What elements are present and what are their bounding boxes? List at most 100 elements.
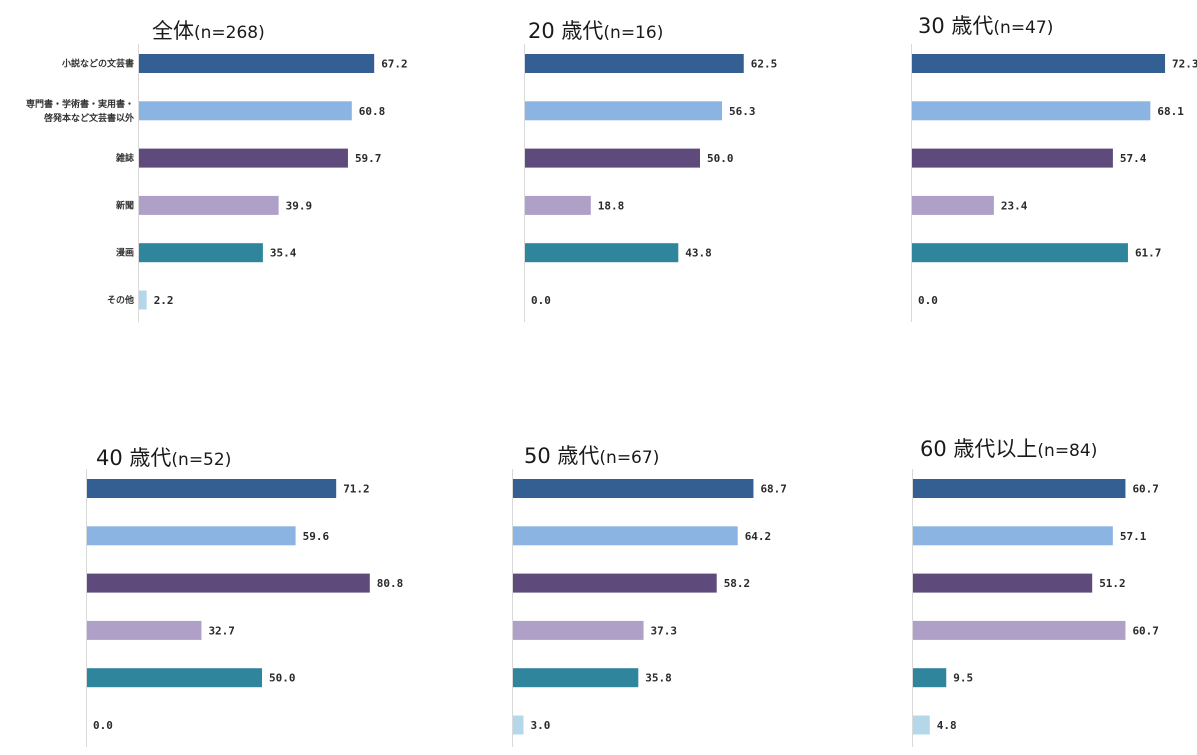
- bar-5-0: [913, 479, 1125, 498]
- panel-title-main-5: 60 歳代以上: [920, 437, 1037, 461]
- value-label-3-0: 71.2: [343, 483, 370, 496]
- category-label-3: 新聞: [116, 199, 134, 211]
- value-label-2-2: 57.4: [1120, 152, 1147, 165]
- value-label-0-5: 2.2: [154, 294, 174, 307]
- bar-3-1: [87, 526, 296, 545]
- value-label-1-1: 56.3: [729, 105, 756, 118]
- bar-2-2: [912, 149, 1113, 168]
- panel-title-5: 60 歳代以上(n=84): [920, 437, 1097, 461]
- bar-0-4: [139, 243, 263, 262]
- value-label-1-3: 18.8: [598, 199, 625, 212]
- bar-5-5: [913, 716, 930, 735]
- bar-2-4: [912, 243, 1128, 262]
- category-label-2: 雑誌: [115, 152, 134, 164]
- value-label-3-5: 0.0: [93, 719, 113, 732]
- bar-5-2: [913, 574, 1092, 593]
- bar-0-2: [139, 149, 348, 168]
- panel-title-2: 30 歳代(n=47): [918, 14, 1053, 38]
- panel-0: 全体(n=268) 67.2 60.8 59.7 39.9 35.4 2.2 小説などの文芸書…: [26, 19, 408, 322]
- bar-1-2: [525, 149, 700, 168]
- value-label-2-4: 61.7: [1135, 247, 1162, 260]
- value-label-5-4: 9.5: [953, 672, 973, 685]
- value-label-5-2: 51.2: [1099, 577, 1126, 590]
- value-label-3-3: 32.7: [208, 624, 235, 637]
- bar-1-0: [525, 54, 744, 73]
- bar-4-2: [513, 574, 717, 593]
- value-label-4-3: 37.3: [651, 624, 678, 637]
- value-label-1-4: 43.8: [685, 247, 712, 260]
- bar-3-0: [87, 479, 336, 498]
- value-label-4-2: 58.2: [724, 577, 751, 590]
- panel-2: 30 歳代(n=47) 72.3 68.1 57.4 23.4 61.7 0.0: [912, 14, 1197, 322]
- value-label-4-0: 68.7: [760, 483, 787, 496]
- category-label-line-2-0: 雑誌: [115, 152, 134, 164]
- value-label-4-5: 3.0: [531, 719, 551, 732]
- panel-title-3: 40 歳代(n=52): [96, 446, 231, 470]
- value-label-5-1: 57.1: [1120, 530, 1147, 543]
- bar-3-2: [87, 574, 370, 593]
- value-label-5-3: 60.7: [1132, 624, 1159, 637]
- value-label-3-1: 59.6: [303, 530, 330, 543]
- panel-title-main-2: 30 歳代: [918, 14, 993, 38]
- category-label-line-5-0: その他: [107, 294, 134, 306]
- panel-title-main-4: 50 歳代: [524, 444, 599, 468]
- bar-1-3: [525, 196, 591, 215]
- category-label-0: 小説などの文芸書: [61, 58, 134, 70]
- bar-3-4: [87, 668, 262, 687]
- category-label-line-0-0: 小説などの文芸書: [61, 58, 134, 70]
- bar-1-4: [525, 243, 678, 262]
- panel-title-main-1: 20 歳代: [528, 19, 603, 43]
- bar-0-5: [139, 291, 147, 310]
- value-label-3-2: 80.8: [377, 577, 404, 590]
- category-label-line-4-0: 漫画: [116, 247, 134, 259]
- panel-title-n-5: (n=84): [1037, 441, 1097, 461]
- value-label-0-1: 60.8: [359, 105, 386, 118]
- value-label-1-5: 0.0: [531, 294, 551, 307]
- panel-title-main-0: 全体: [152, 19, 194, 43]
- panel-title-n-2: (n=47): [993, 18, 1053, 38]
- panel-title-0: 全体(n=268): [152, 19, 265, 43]
- bar-4-1: [513, 526, 738, 545]
- value-label-1-0: 62.5: [751, 58, 778, 71]
- value-label-3-4: 50.0: [269, 672, 296, 685]
- value-label-0-0: 67.2: [381, 58, 408, 71]
- category-label-5: その他: [107, 294, 134, 306]
- value-label-2-5: 0.0: [918, 294, 938, 307]
- panel-3: 40 歳代(n=52) 71.2 59.6 80.8 32.7 50.0 0.0: [87, 446, 404, 747]
- bar-2-1: [912, 101, 1150, 120]
- bar-4-4: [513, 668, 638, 687]
- bar-2-0: [912, 54, 1165, 73]
- panel-title-n-4: (n=67): [599, 448, 659, 468]
- bar-5-1: [913, 526, 1113, 545]
- panel-title-1: 20 歳代(n=16): [528, 19, 663, 43]
- bar-4-5: [513, 716, 524, 735]
- bar-5-4: [913, 668, 946, 687]
- category-label-line-1-0: 専門書・学術書・実用書・: [26, 98, 134, 110]
- panel-4: 50 歳代(n=67) 68.7 64.2 58.2 37.3 35.8 3.0: [513, 444, 787, 747]
- value-label-4-1: 64.2: [745, 530, 772, 543]
- value-label-0-4: 35.4: [270, 247, 297, 260]
- value-label-2-1: 68.1: [1157, 105, 1184, 118]
- value-label-0-2: 59.7: [355, 152, 382, 165]
- panel-title-n-0: (n=268): [194, 23, 265, 43]
- value-label-0-3: 39.9: [286, 199, 313, 212]
- bar-4-0: [513, 479, 753, 498]
- value-label-5-0: 60.7: [1132, 483, 1159, 496]
- value-label-1-2: 50.0: [707, 152, 734, 165]
- category-label-4: 漫画: [116, 247, 134, 259]
- value-label-4-4: 35.8: [645, 672, 672, 685]
- panel-title-n-1: (n=16): [603, 23, 663, 43]
- bar-2-3: [912, 196, 994, 215]
- category-label-1: 専門書・学術書・実用書・啓発本など文芸書以外: [26, 98, 134, 124]
- panel-title-n-3: (n=52): [171, 450, 231, 470]
- category-label-line-1-1: 啓発本など文芸書以外: [44, 112, 134, 124]
- panel-title-4: 50 歳代(n=67): [524, 444, 659, 468]
- bar-4-3: [513, 621, 644, 640]
- value-label-2-0: 72.3: [1172, 58, 1197, 71]
- panel-title-main-3: 40 歳代: [96, 446, 171, 470]
- value-label-2-3: 23.4: [1001, 199, 1028, 212]
- bar-0-3: [139, 196, 279, 215]
- bar-0-1: [139, 101, 352, 120]
